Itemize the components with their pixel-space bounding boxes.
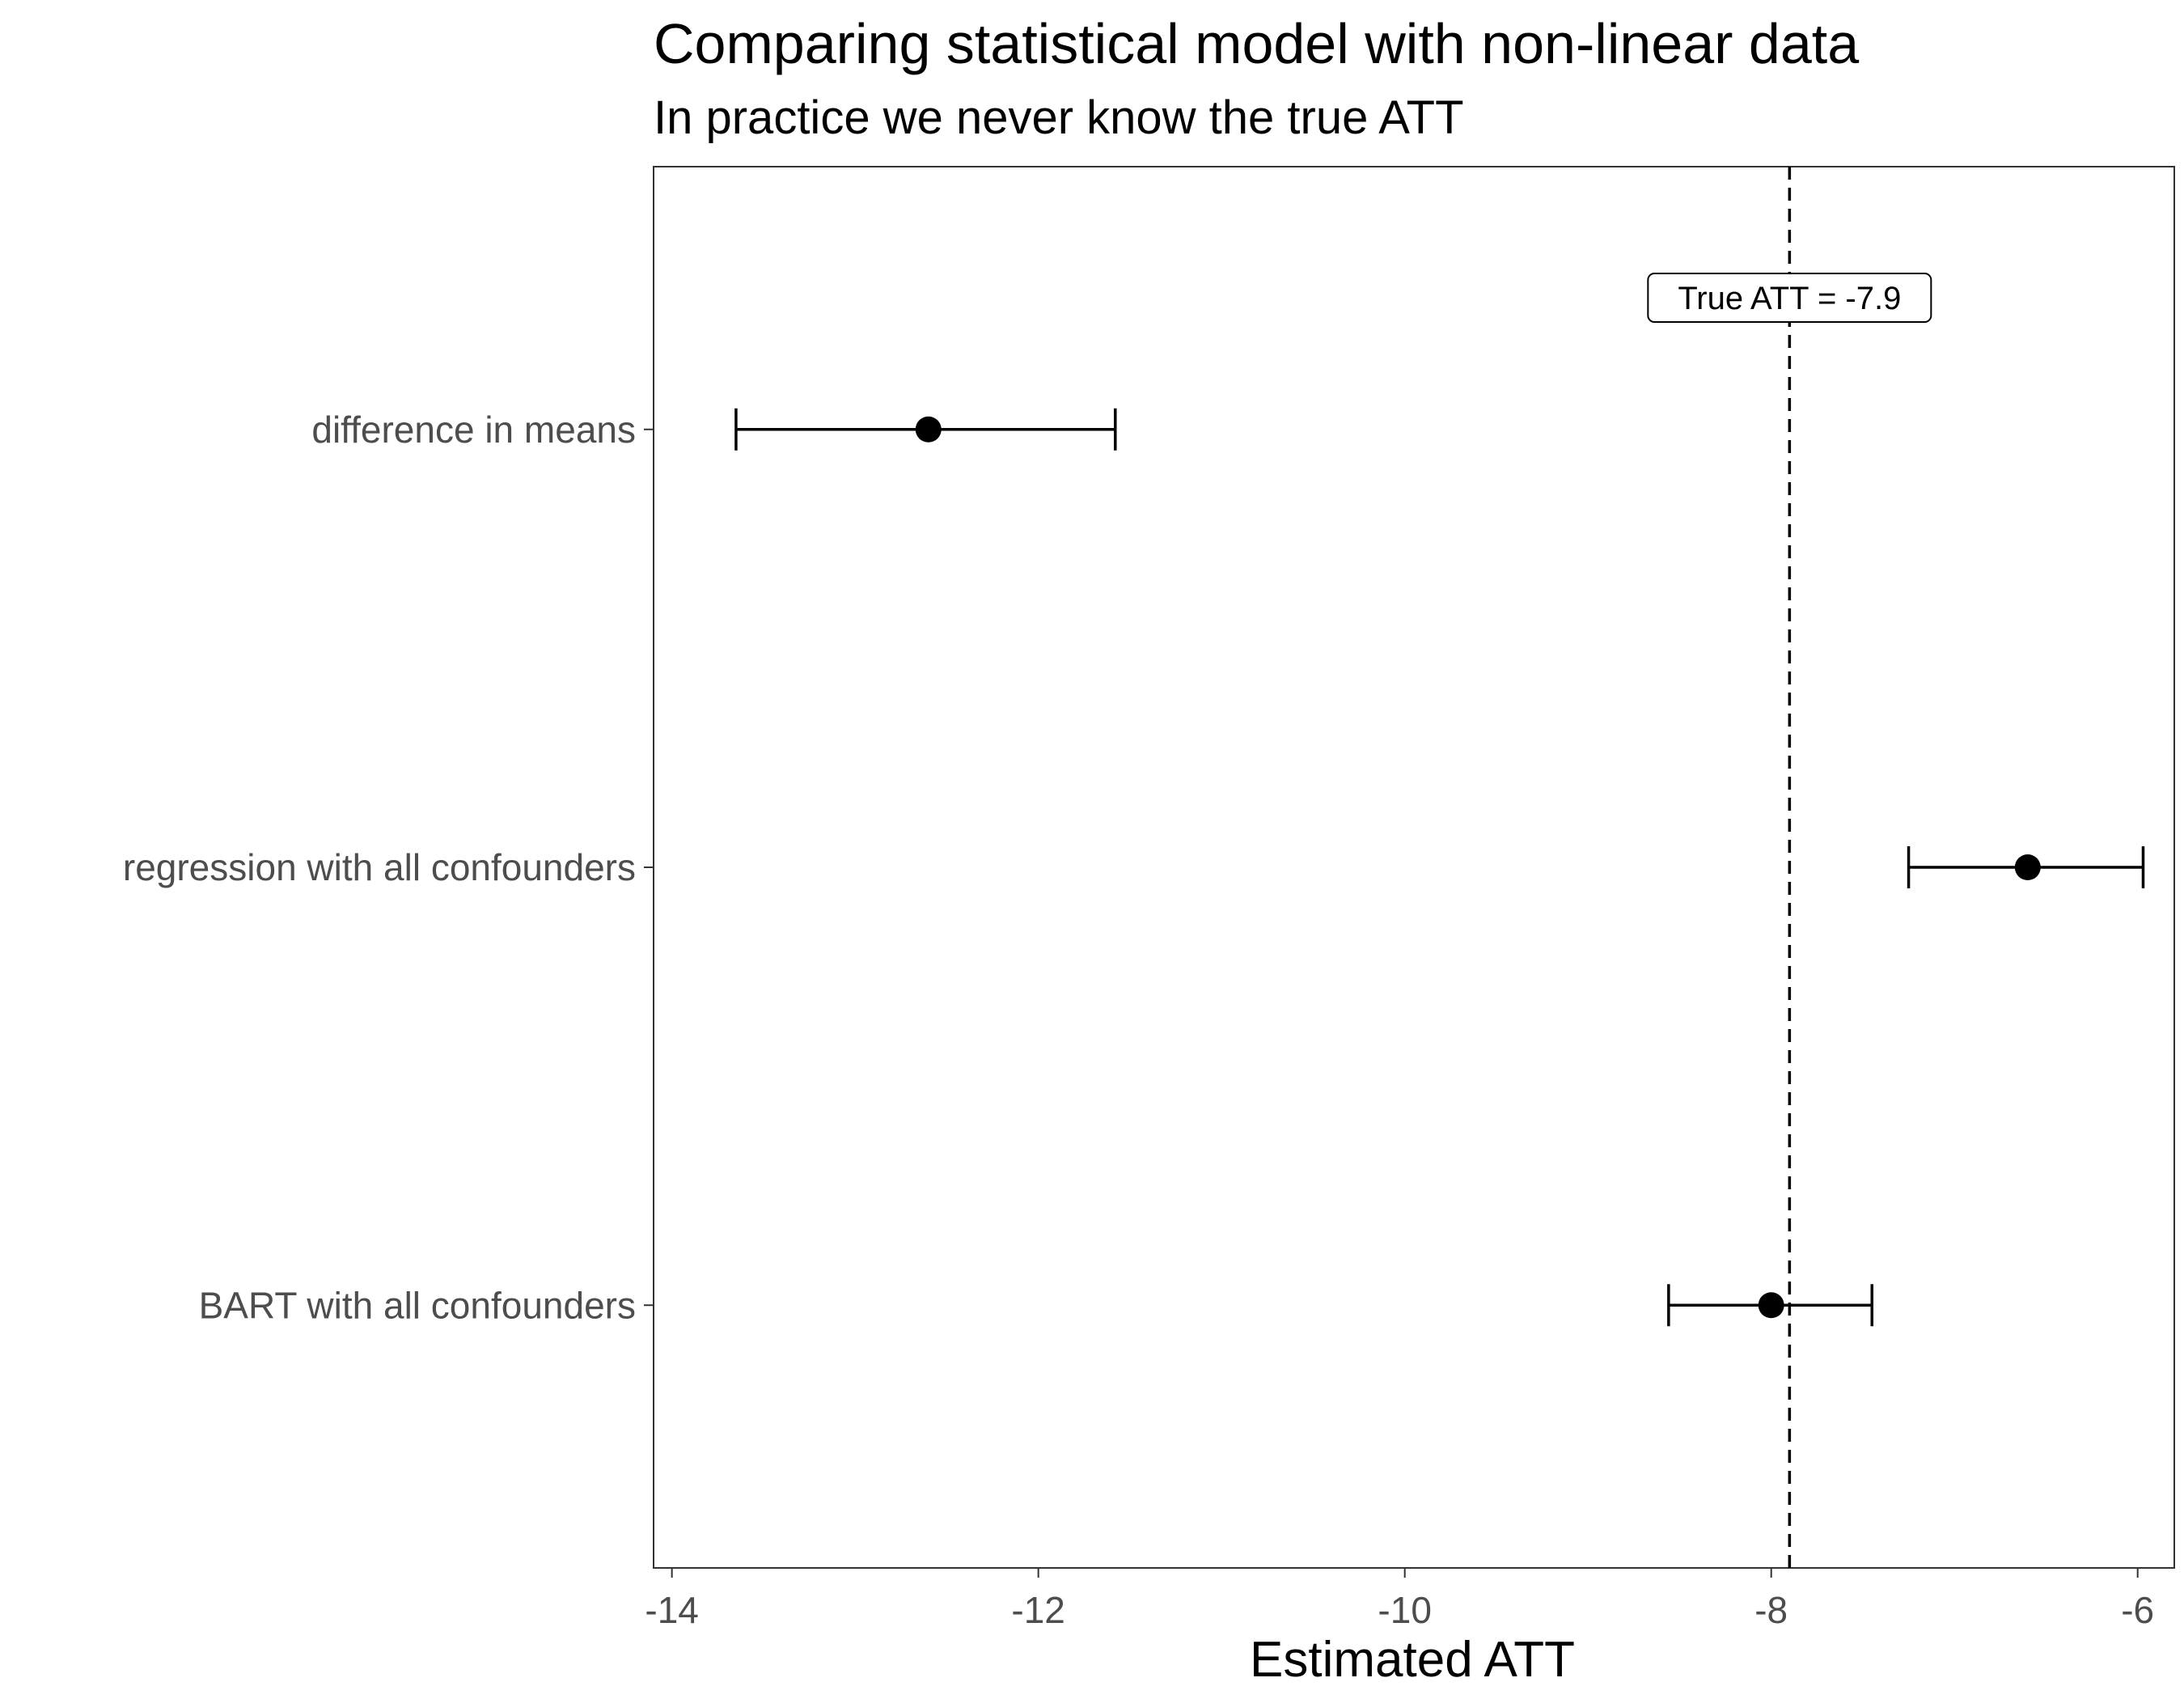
x-tick-label: -12 bbox=[1011, 1589, 1064, 1631]
chart-subtitle: In practice we never know the true ATT bbox=[654, 91, 1464, 144]
x-tick-label: -10 bbox=[1378, 1589, 1431, 1631]
x-axis-title: Estimated ATT bbox=[1250, 1632, 1575, 1688]
x-tick-label: -8 bbox=[1754, 1589, 1788, 1631]
estimate-point bbox=[1758, 1292, 1784, 1319]
y-tick-label: regression with all confounders bbox=[123, 846, 636, 888]
errorbar-group bbox=[734, 408, 1117, 451]
plot-area: -14 -12 -10 -8 -6 difference in means regressi… bbox=[123, 166, 2175, 1631]
errorbar-group bbox=[1667, 1284, 1874, 1327]
errorbar-group bbox=[1907, 846, 2145, 888]
y-tick-label: BART with all confounders bbox=[199, 1284, 636, 1326]
estimate-point bbox=[915, 416, 942, 443]
y-tick-label: difference in means bbox=[311, 409, 636, 451]
estimate-point bbox=[2014, 854, 2041, 880]
x-tick-label: -6 bbox=[2121, 1589, 2154, 1631]
true-att-label-box bbox=[1647, 273, 1932, 323]
true-att-label: True ATT = -7.9 bbox=[1678, 281, 1901, 316]
chart-title: Comparing statistical model with non-lin… bbox=[654, 12, 1859, 75]
x-tick-label: -14 bbox=[645, 1589, 698, 1631]
